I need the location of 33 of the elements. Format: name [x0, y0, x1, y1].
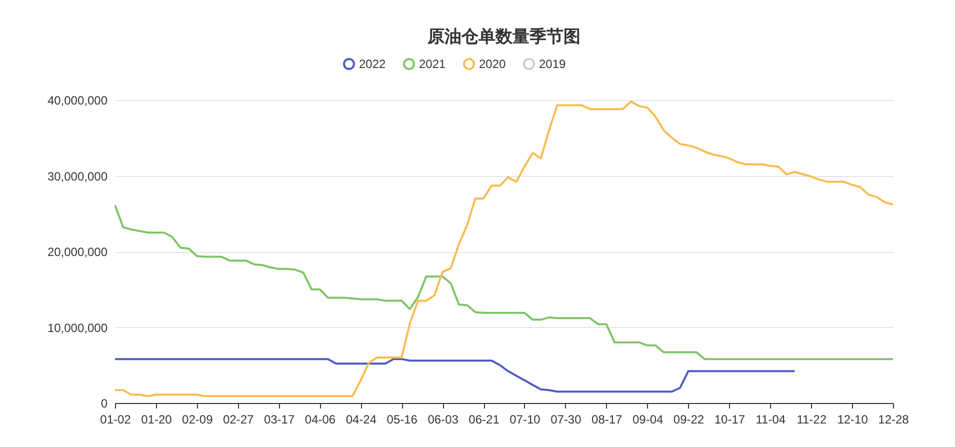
x-tick-label: 06-21 — [468, 412, 500, 426]
x-tick-label: 11-22 — [796, 412, 827, 426]
chart-title: 原油仓单数量季节图 — [426, 27, 580, 46]
x-tick-label: 10-17 — [714, 412, 746, 426]
line-series — [114, 204, 894, 360]
y-tick-label: 0 — [100, 396, 108, 410]
x-tick-label: 09-04 — [632, 412, 664, 426]
y-tick-label: 30,000,000 — [47, 169, 108, 184]
x-tick-label: 12-28 — [878, 412, 910, 426]
x-tick-label: 01-20 — [141, 412, 172, 426]
x-tick-label: 09-22 — [673, 412, 704, 426]
x-tick-label: 11-04 — [756, 412, 786, 426]
y-tick-label: 20,000,000 — [47, 245, 108, 259]
line-series — [114, 358, 796, 393]
x-tick-label: 07-10 — [510, 412, 541, 426]
y-tick-label: 10,000,000 — [47, 320, 108, 335]
x-tick-label: 06-03 — [428, 412, 459, 426]
x-tick-label: 02-09 — [182, 412, 214, 426]
legend-label: 2020 — [479, 57, 506, 71]
legend-label: 2019 — [539, 57, 566, 71]
x-tick-label: 12-10 — [837, 412, 868, 426]
x-tick-label: 04-24 — [346, 412, 377, 426]
legend-label: 2021 — [419, 57, 446, 71]
x-tick-label: 03-17 — [264, 412, 295, 426]
line-series — [114, 100, 894, 398]
x-tick-label: 02-27 — [222, 412, 254, 426]
x-tick-label: 08-17 — [592, 412, 623, 426]
x-tick-label: 07-30 — [550, 412, 582, 426]
x-tick-label: 05-16 — [386, 412, 418, 426]
x-tick-label: 04-06 — [304, 412, 336, 426]
x-tick-label: 01-02 — [100, 412, 132, 426]
legend-label: 2022 — [359, 57, 386, 71]
y-tick-label: 40,000,000 — [47, 94, 108, 108]
